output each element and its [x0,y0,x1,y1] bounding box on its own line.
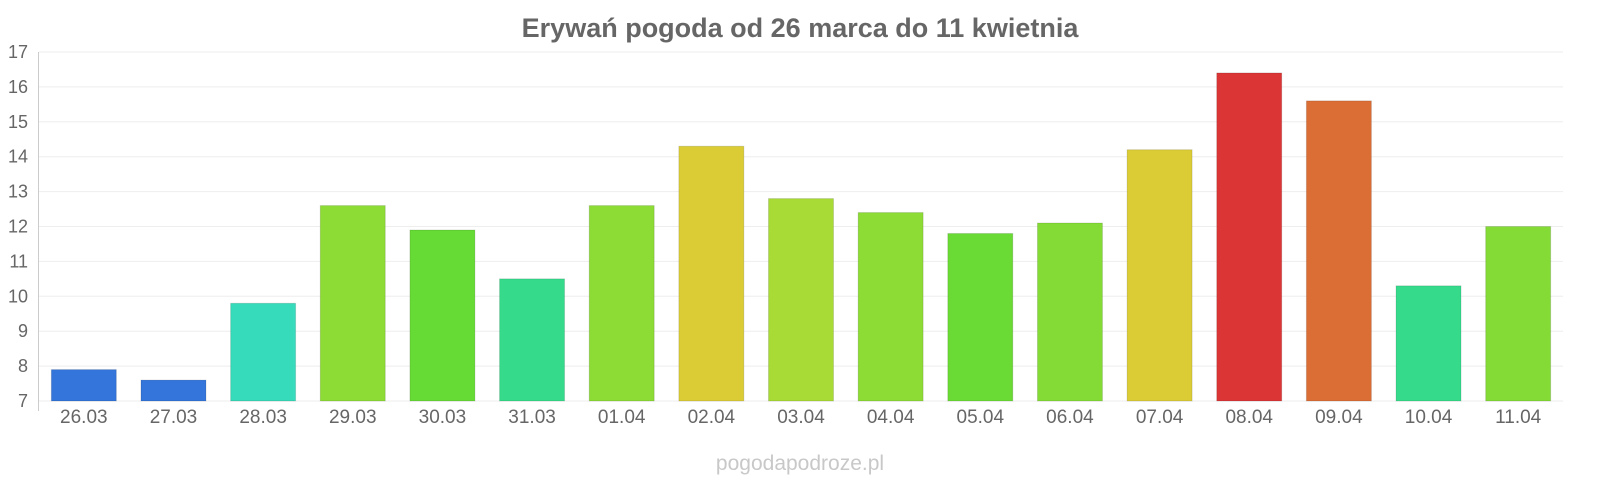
x-tick-label: 29.03 [329,407,377,428]
bar-30.03 [409,229,476,402]
y-tick-label: 16 [8,77,28,97]
y-tick-label: 11 [9,251,28,271]
y-tick-label: 17 [8,42,28,62]
x-tick-label: 10.04 [1405,407,1453,428]
x-tick-label: 02.04 [688,407,736,428]
x-tick-label: 06.04 [1046,407,1094,428]
bar-01.04 [588,205,655,402]
bar-10.04 [1395,285,1462,402]
watermark: pogodapodroze.pl [716,452,884,475]
x-tick-label: 31.03 [508,407,556,428]
bar-27.03 [140,379,207,402]
x-tick-label: 08.04 [1225,407,1273,428]
y-tick-label: 12 [8,217,28,237]
x-tick-label: 09.04 [1315,407,1363,428]
x-axis: 26.03 27.03 28.03 29.03 30.03 31.03 01.04 02.04… [60,407,1542,428]
x-tick-label: 26.03 [60,407,108,428]
chart-title: Erywań pogoda od 26 marca do 11 kwietnia [522,13,1080,43]
y-tick-label: 7 [18,391,28,411]
bar-29.03 [319,205,386,402]
bar-04.04 [857,212,924,402]
bar-28.03 [230,302,297,402]
bars [50,72,1552,402]
bar-06.04 [1036,222,1103,402]
y-tick-label: 15 [8,112,28,132]
x-tick-label: 28.03 [239,407,287,428]
bar-26.03 [50,369,117,402]
bar-31.03 [499,278,566,402]
bar-09.04 [1305,100,1372,402]
y-tick-label: 10 [8,286,28,306]
bar-05.04 [947,232,1014,402]
x-tick-label: 27.03 [150,407,198,428]
bar-11.04 [1485,226,1552,402]
y-tick-label: 9 [18,321,28,341]
x-tick-label: 07.04 [1136,407,1184,428]
y-axis: 7 8 9 10 11 12 13 14 15 16 17 [8,42,28,411]
y-tick-label: 13 [8,182,28,202]
bar-03.04 [768,198,834,402]
x-tick-label: 05.04 [957,407,1005,428]
x-tick-label: 03.04 [777,407,825,428]
x-tick-label: 04.04 [867,407,915,428]
bar-07.04 [1126,149,1193,402]
x-tick-label: 30.03 [419,407,467,428]
y-tick-label: 14 [8,147,28,167]
bar-08.04 [1216,72,1283,402]
x-tick-label: 11.04 [1495,407,1542,428]
y-tick-label: 8 [18,356,28,376]
x-tick-label: 01.04 [598,407,646,428]
bar-02.04 [678,145,745,402]
